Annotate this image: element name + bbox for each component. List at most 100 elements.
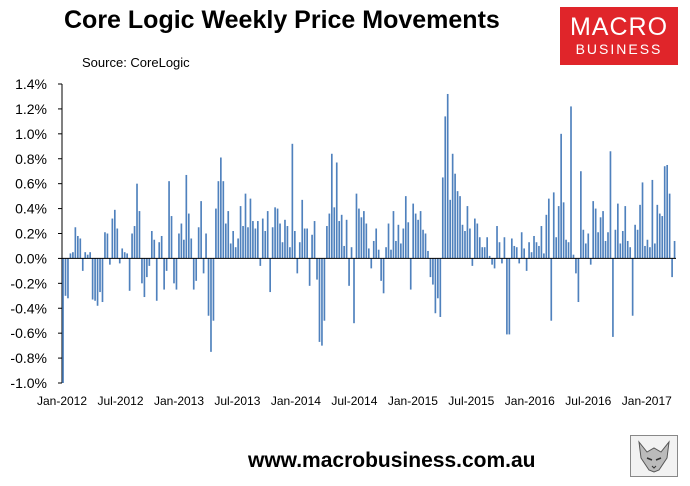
bar <box>143 258 146 298</box>
bar <box>72 252 74 259</box>
bar <box>629 247 632 259</box>
x-tick-label: Jan-2016 <box>505 394 555 408</box>
bar <box>316 258 318 280</box>
footer-url: www.macrobusiness.com.au <box>248 449 536 472</box>
bar <box>417 219 419 259</box>
bar <box>641 182 644 259</box>
bar <box>128 258 131 291</box>
bar <box>518 258 521 264</box>
bar <box>377 249 380 259</box>
bar <box>81 258 84 271</box>
bar <box>392 211 395 259</box>
bar <box>397 224 400 259</box>
logo-text-business: BUSINESS <box>575 41 663 57</box>
y-tick-label: -0.2% <box>10 275 47 291</box>
bar <box>547 198 550 259</box>
bar <box>538 245 540 259</box>
bar <box>116 228 119 259</box>
bar <box>338 221 341 259</box>
bar <box>370 258 373 269</box>
bar <box>205 233 207 259</box>
bar <box>496 226 498 259</box>
bar <box>62 258 64 383</box>
bar <box>414 213 417 259</box>
bar <box>222 181 225 259</box>
bar <box>367 248 370 259</box>
y-tick-label: 1.4% <box>15 76 47 92</box>
bar <box>163 258 165 290</box>
bar <box>360 217 363 259</box>
bar <box>587 233 590 259</box>
bar <box>612 258 614 337</box>
bar <box>552 192 555 259</box>
bar <box>607 232 609 259</box>
bar <box>175 258 178 290</box>
bar <box>200 201 202 259</box>
bar <box>148 258 151 266</box>
bar <box>150 231 153 259</box>
bar <box>298 242 301 259</box>
bar <box>306 228 308 259</box>
bar <box>555 237 558 259</box>
bar <box>165 258 168 271</box>
chart-title: Core Logic Weekly Price Movements <box>64 6 500 34</box>
bar <box>141 258 143 284</box>
bar <box>118 258 121 264</box>
bar <box>365 223 368 259</box>
bar <box>602 211 604 259</box>
bar <box>604 240 607 259</box>
bar <box>340 214 343 259</box>
bar <box>276 208 279 259</box>
bar <box>439 258 442 317</box>
x-tick-label: Jan-2015 <box>388 394 438 408</box>
bar <box>244 193 247 259</box>
bar <box>168 181 170 259</box>
bar <box>422 229 424 259</box>
bar <box>572 254 575 259</box>
y-tick-label: 1.2% <box>15 101 47 117</box>
fox-icon <box>638 440 670 473</box>
bar <box>429 258 432 278</box>
bar <box>589 258 592 265</box>
bar <box>348 258 350 286</box>
bar <box>153 239 156 259</box>
bar <box>557 206 560 259</box>
bar <box>619 243 622 259</box>
bar <box>84 252 87 259</box>
bar <box>663 166 666 259</box>
bar <box>207 258 210 316</box>
bar <box>155 258 158 301</box>
x-tick-label: Jan-2017 <box>622 394 672 408</box>
bar <box>252 221 254 259</box>
bar <box>434 258 437 314</box>
bar <box>441 177 444 259</box>
bar <box>464 231 466 259</box>
bar <box>513 245 516 259</box>
bar <box>530 252 533 259</box>
bar <box>668 193 671 259</box>
bar <box>533 235 535 259</box>
bar <box>469 228 471 259</box>
bar <box>528 242 530 259</box>
y-tick-label: -0.8% <box>10 350 47 366</box>
bar <box>237 238 239 259</box>
bar <box>451 153 454 259</box>
y-tick-label: 0.0% <box>15 250 47 266</box>
bar <box>293 231 296 259</box>
bar <box>478 237 481 259</box>
bar <box>609 151 612 259</box>
bar <box>461 224 464 259</box>
bar <box>437 258 439 299</box>
bar <box>582 229 585 259</box>
bar <box>343 245 345 259</box>
bar <box>178 233 180 259</box>
bar <box>621 231 624 259</box>
bar <box>491 258 493 265</box>
bar <box>599 217 602 259</box>
y-tick-label: -0.6% <box>10 325 47 341</box>
bar <box>474 218 476 259</box>
bar <box>592 201 595 259</box>
bar <box>269 258 271 293</box>
x-tick-label: Jan-2013 <box>154 394 204 408</box>
bar <box>661 216 664 259</box>
